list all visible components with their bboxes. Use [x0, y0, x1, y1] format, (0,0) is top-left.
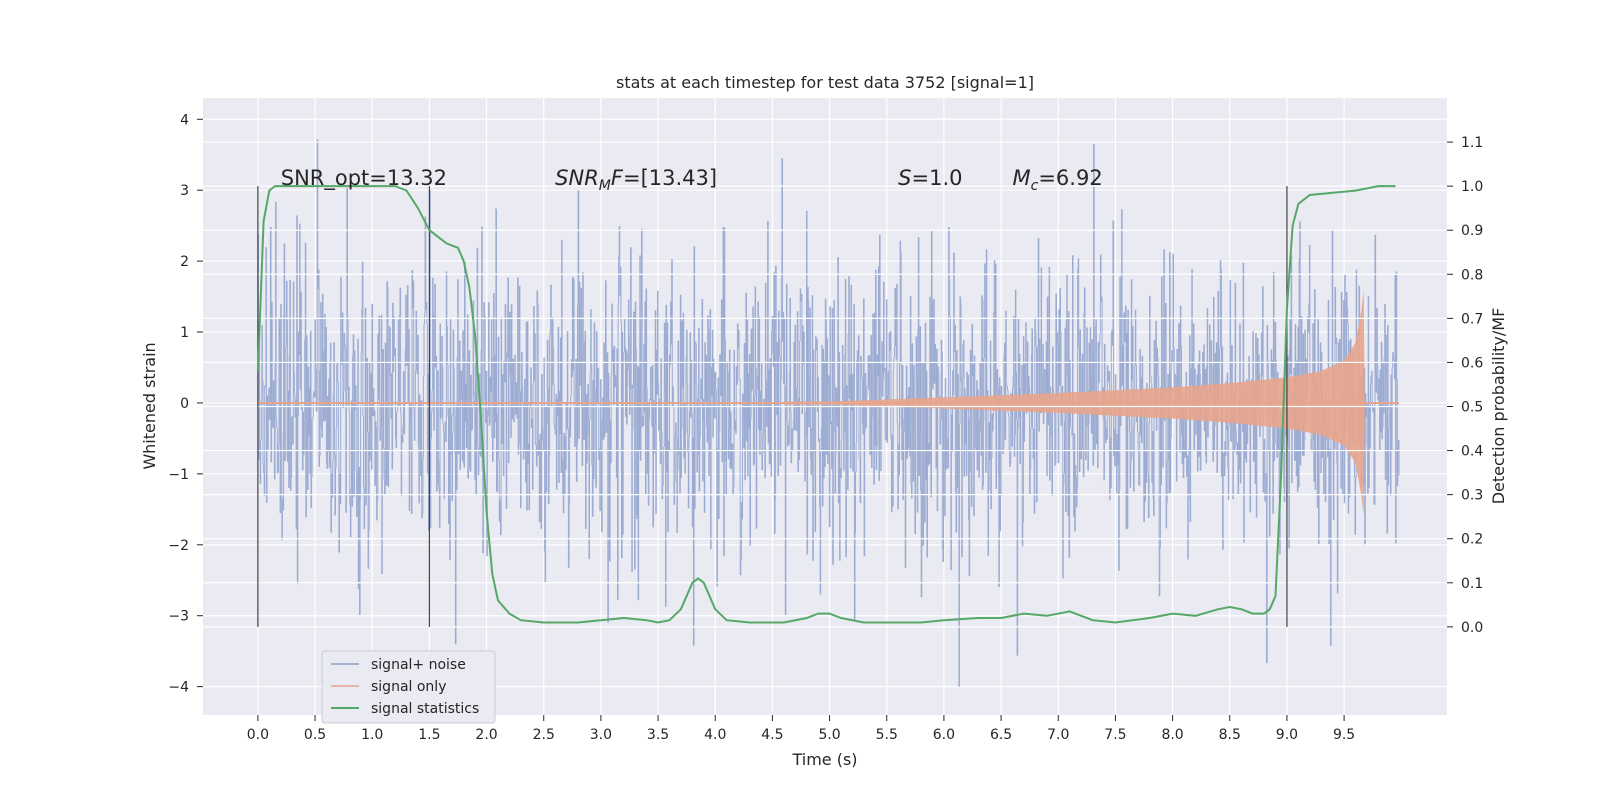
x-tick-label: 9.0	[1276, 727, 1298, 743]
x-tick-label: 3.0	[590, 727, 612, 743]
x-tick-label: 4.5	[761, 727, 783, 743]
y2-axis-ticks: 1.1 1.0 0.9 0.8 0.7 0.6 0.5 0.4 0.3 0.2 0.1 0.0	[1447, 135, 1483, 636]
x-tick-label: 8.0	[1161, 727, 1183, 743]
annotations: SNR_opt=13.32 SNRMF=[13.43] S=1.0 Mc=6.92	[281, 166, 1103, 194]
x-tick-label: 5.0	[818, 727, 840, 743]
y-tick-label: −2	[168, 538, 189, 554]
legend-label-signal: signal only	[371, 679, 446, 695]
x-tick-label: 2.0	[475, 727, 497, 743]
x-tick-label: 4.0	[704, 727, 726, 743]
signal-statistics-series	[256, 185, 1396, 624]
x-tick-label: 9.5	[1333, 727, 1355, 743]
legend-box	[321, 650, 496, 724]
y2-tick-label: 0.9	[1461, 223, 1483, 239]
y2-tick-label: 0.5	[1461, 400, 1483, 416]
y-tick-label: 0	[180, 396, 189, 412]
annotation-snr-opt: SNR_opt=13.32	[281, 166, 447, 191]
y2-tick-label: 0.6	[1461, 355, 1483, 371]
legend-label-noise: signal+ noise	[371, 657, 466, 673]
x-tick-label: 1.0	[361, 727, 383, 743]
x-tick-label: 6.5	[990, 727, 1012, 743]
vertical-markers	[257, 186, 1288, 627]
y2-tick-label: 0.1	[1461, 576, 1483, 592]
y2-tick-label: 0.2	[1461, 532, 1483, 548]
signal-only-series	[257, 290, 1399, 516]
x-tick-label: 0.5	[304, 727, 326, 743]
x-tick-label: 5.5	[876, 727, 898, 743]
x-tick-label: 2.5	[533, 727, 555, 743]
chart-title: stats at each timestep for test data 375…	[616, 73, 1034, 92]
x-axis-title: Time (s)	[791, 750, 857, 769]
y2-tick-label: 0.7	[1461, 311, 1483, 327]
y-tick-label: 1	[180, 325, 189, 341]
y-tick-label: −3	[168, 609, 189, 625]
y-tick-label: −1	[168, 467, 189, 483]
x-tick-label: 6.0	[933, 727, 955, 743]
y-axis-ticks: 4 3 2 1 0 −1 −2 −3 −4	[168, 112, 203, 696]
x-tick-label: 1.5	[418, 727, 440, 743]
x-tick-label: 0.0	[247, 727, 269, 743]
y-axis-title: Whitened strain	[140, 342, 159, 469]
legend-label-stats: signal statistics	[371, 701, 479, 717]
y2-gridlines	[203, 141, 1447, 628]
y-tick-label: 3	[180, 183, 189, 199]
annotation-s-value: S=1.0	[898, 166, 962, 190]
y2-tick-label: 0.0	[1461, 620, 1483, 636]
y2-tick-label: 0.3	[1461, 488, 1483, 504]
annotation-mc-value: Mc=6.92	[1013, 166, 1103, 194]
legend: signal+ noise signal only signal statist…	[321, 650, 496, 724]
x-tick-label: 7.5	[1104, 727, 1126, 743]
statistics-line	[256, 185, 1396, 624]
y2-tick-label: 1.0	[1461, 179, 1483, 195]
y2-tick-label: 0.8	[1461, 267, 1483, 283]
y2-tick-label: 1.1	[1461, 135, 1483, 151]
annotation-snr-mf: SNRMF=[13.43]	[555, 166, 717, 194]
y-tick-label: 4	[180, 112, 189, 128]
x-axis-ticks: 0.0 0.5 1.0 1.5 2.0 2.5 3.0 3.5 4.0 4.5 5.0 5.5 6.0 6…	[247, 715, 1355, 743]
x-tick-label: 3.5	[647, 727, 669, 743]
y2-axis-title: Detection probability/MF	[1489, 308, 1508, 505]
y-tick-label: 2	[180, 254, 189, 270]
x-tick-label: 7.0	[1047, 727, 1069, 743]
x-tick-label: 8.5	[1219, 727, 1241, 743]
y-tick-label: −4	[168, 680, 189, 696]
y2-tick-label: 0.4	[1461, 444, 1483, 460]
